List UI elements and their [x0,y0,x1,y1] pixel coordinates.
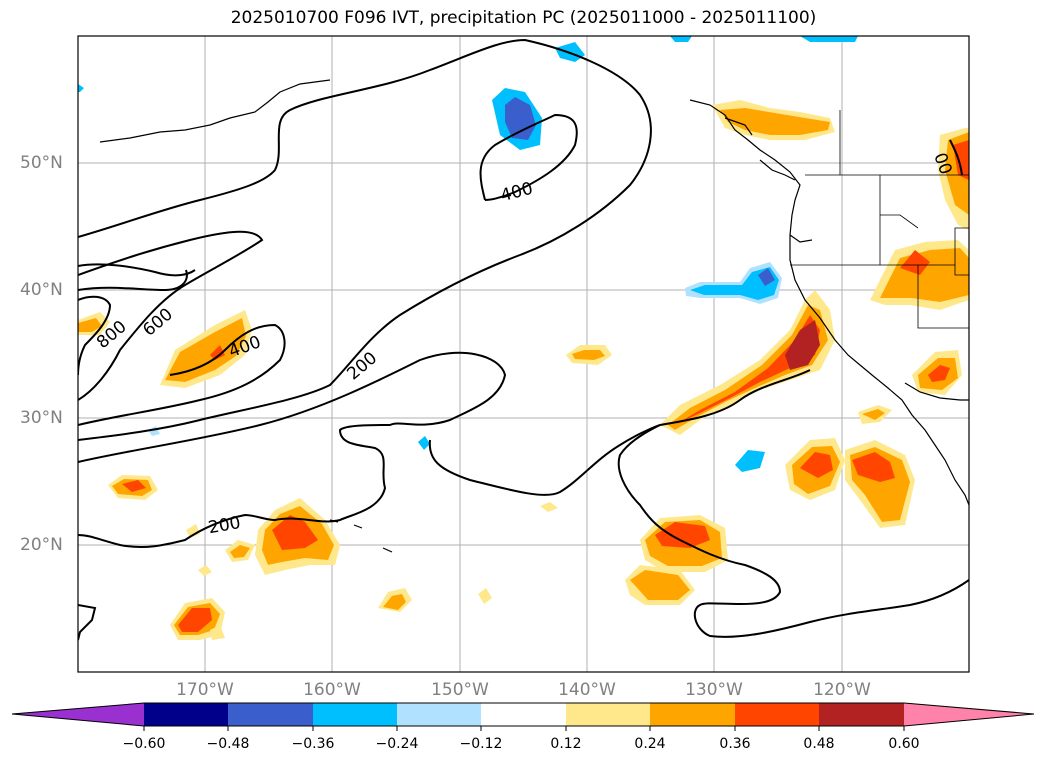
lat-label-30n: 30°N [20,408,63,428]
colorbar-segment-9 [819,703,904,726]
lon-label-150w: 150°W [431,680,489,700]
colorbar-segment-5 [481,703,566,726]
map-frame [77,35,970,673]
colorbar-tick-label: −0.60 [122,736,166,752]
colorbar-tick-label: 0.24 [634,736,666,752]
colorbar-segment-6 [566,703,650,726]
lon-label-130w: 130°W [685,680,743,700]
colorbar-tick-label: −0.24 [375,736,419,752]
lon-label-140w: 140°W [558,680,616,700]
ivt-contours [78,38,969,641]
colorbar-tick-label: −0.36 [291,736,335,752]
lon-label-120w: 120°W [813,680,871,700]
colorbar-segment-4 [397,703,481,726]
colorbar-tick-label: −0.48 [206,736,250,752]
colorbar-segment-7 [650,703,735,726]
colorbar-over-triangle [904,703,1034,726]
political-borders [790,110,969,329]
colorbar-segment-2 [228,703,313,726]
map-title: 2025010700 F096 IVT, precipitation PC (2… [230,8,817,28]
colorbar-tick-label: 0.36 [719,736,751,752]
map-area: 800 600 400 400 200 200 00 [78,36,969,672]
positive-anomaly [78,100,969,640]
lon-label-160w: 160°W [303,680,361,700]
colorbar-under-triangle [12,703,144,726]
colorbar [11,702,1035,731]
negative-anomaly [78,36,858,472]
coastlines [99,79,969,553]
colorbar-tick-label: −0.12 [459,736,503,752]
colorbar-tick-label: 0.48 [803,736,835,752]
colorbar-tick-label: 0.60 [888,736,920,752]
colorbar-segment-8 [735,703,819,726]
precip-anomaly-fields [78,36,969,640]
colorbar-tick-label: 0.12 [550,736,582,752]
colorbar-ticks [143,726,905,731]
colorbar-segment-1 [144,703,228,726]
lon-label-170w: 170°W [176,680,234,700]
lat-label-40n: 40°N [20,280,63,300]
lat-label-20n: 20°N [20,535,63,555]
colorbar-segment-3 [313,703,397,726]
lat-label-50n: 50°N [20,153,63,173]
